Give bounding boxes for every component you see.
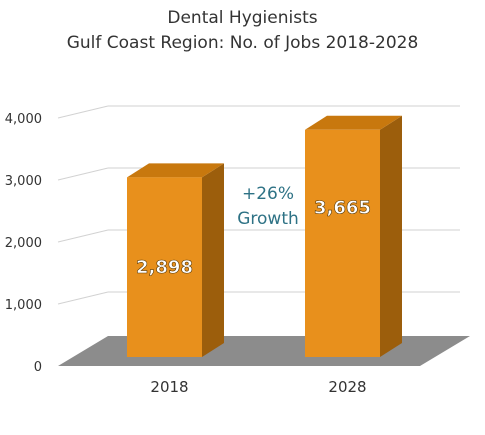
value-label-2018: 2,898 (136, 257, 193, 278)
growth-annotation-line-1: +26% (242, 184, 294, 204)
gridline-diagonal-2000 (57, 229, 109, 243)
y-tick-label: 3,000 (5, 174, 42, 189)
bar-top-2018 (127, 163, 224, 178)
chart-title-line-1: Dental Hygienists (167, 8, 318, 28)
label-layer: 0 1,000 2,000 3,000 4,000 2,898 2018 3,665 2028 (5, 112, 371, 396)
x-tick-label-2028: 2028 (328, 378, 366, 396)
bar-2028 (305, 129, 380, 357)
gridline-diagonal-3000 (57, 167, 109, 181)
gridline-diagonal-1000 (57, 291, 109, 305)
chart-floor (58, 336, 470, 366)
bar-side-2018 (202, 163, 224, 357)
y-tick-label: 2,000 (5, 236, 42, 251)
x-tick-label-2018: 2018 (150, 378, 188, 396)
y-tick-label: 1,000 (5, 298, 42, 313)
bar-layer (127, 115, 402, 358)
y-tick-label: 0 (34, 360, 42, 375)
bar-side-2028 (380, 115, 402, 358)
chart-title-line-2: Gulf Coast Region: No. of Jobs 2018-2028 (66, 33, 419, 53)
bar-top-2028 (305, 115, 402, 130)
value-label-2028: 3,665 (314, 197, 371, 218)
gridline-diagonal-4000 (57, 105, 109, 119)
bar-2018 (127, 177, 202, 357)
growth-annotation-line-2: Growth (237, 209, 299, 229)
y-tick-label: 4,000 (5, 112, 42, 127)
